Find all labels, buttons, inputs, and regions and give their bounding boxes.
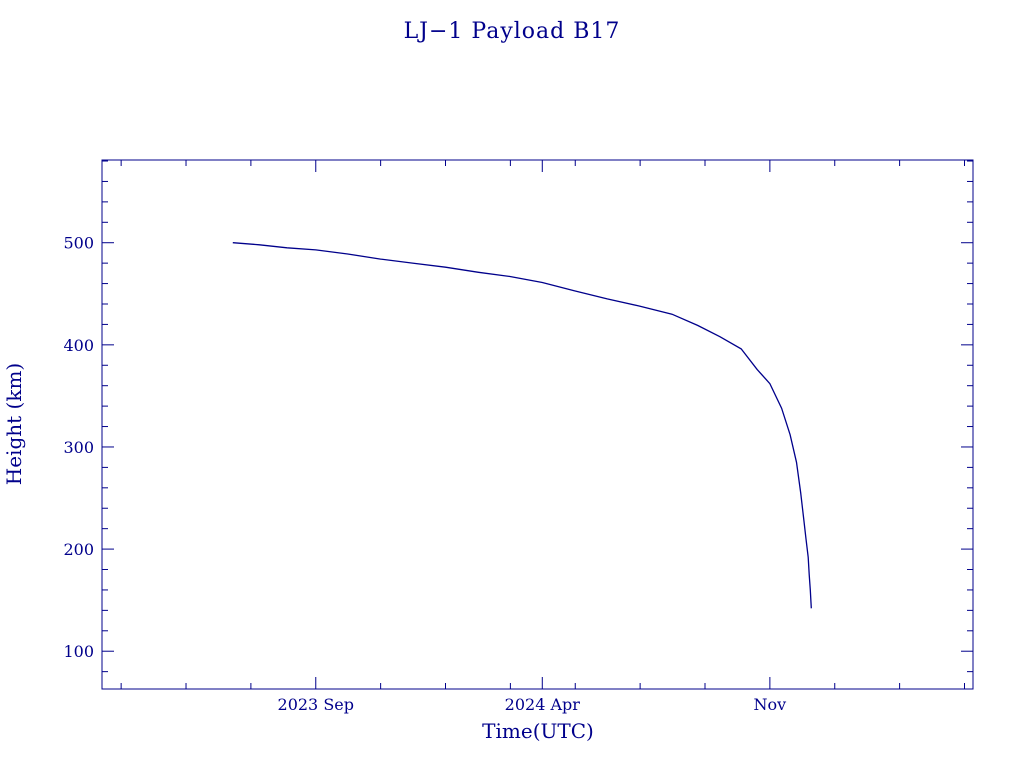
y-tick-label: 200 [63, 540, 94, 559]
height-series-line [232, 242, 812, 609]
x-tick-label: Nov [754, 695, 787, 714]
x-tick-label: 2024 Apr [505, 695, 581, 714]
x-axis-label: Time(UTC) [482, 719, 594, 743]
y-tick-label: 300 [63, 438, 94, 457]
plot-frame [101, 159, 974, 690]
axis-ticks [102, 160, 973, 689]
chart-title: LJ−1 Payload B17 [404, 19, 621, 44]
y-tick-label: 400 [63, 336, 94, 355]
y-tick-label: 500 [63, 234, 94, 253]
x-tick-label: 2023 Sep [278, 695, 354, 714]
y-axis-label: Height (km) [2, 363, 26, 485]
axis-tick-labels: 100 200 300 400 500 2023 Sep 2024 Apr Nov [63, 234, 786, 714]
y-tick-label: 100 [63, 642, 94, 661]
